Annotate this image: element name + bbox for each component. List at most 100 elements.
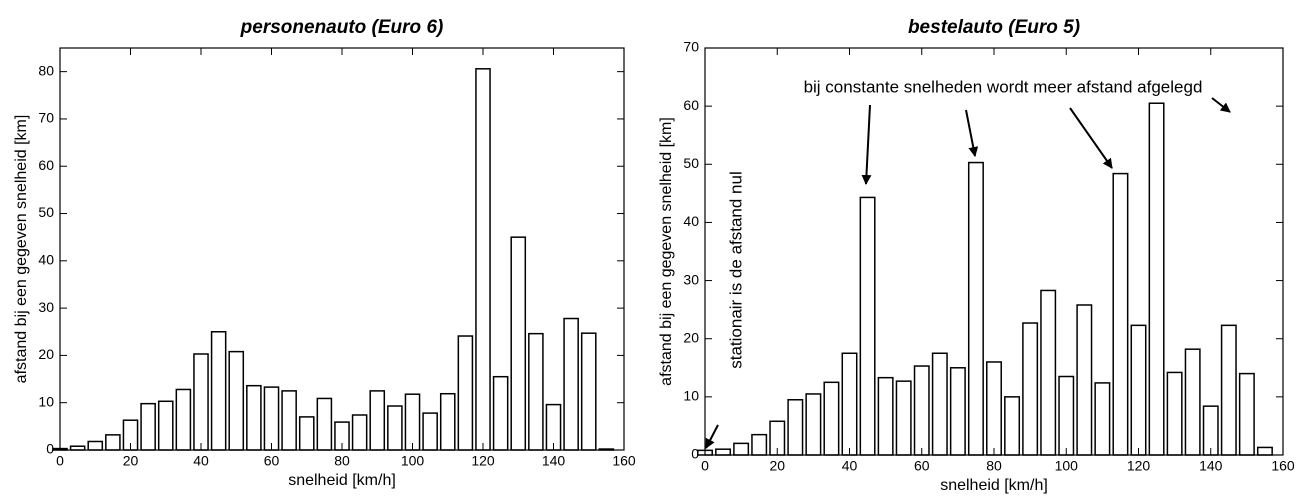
y-tick-label: 10 <box>683 388 699 404</box>
bar <box>439 392 456 451</box>
x-tick-label: 140 <box>1199 458 1223 474</box>
bar <box>733 442 750 456</box>
bar <box>931 352 948 456</box>
bar <box>246 384 262 451</box>
bar <box>1094 382 1111 456</box>
bar <box>877 376 894 456</box>
bar <box>492 375 509 451</box>
arrow <box>705 424 719 449</box>
bar <box>87 440 104 451</box>
bar <box>967 161 984 456</box>
x-tick-label: 120 <box>1127 458 1151 474</box>
bar <box>1238 372 1255 456</box>
bar <box>1220 324 1237 456</box>
bar <box>510 236 527 451</box>
x-tick-label: 140 <box>542 453 566 469</box>
arrow <box>1069 107 1113 169</box>
y-axis-label: afstand bij een gegeven snelheid [km] <box>658 117 675 386</box>
x-tick-label: 160 <box>1271 458 1295 474</box>
x-tick-label: 60 <box>914 458 930 474</box>
bar <box>1202 405 1219 456</box>
y-tick-label: 50 <box>38 204 54 220</box>
annotation: bij constante snelheden wordt meer afsta… <box>804 77 1203 96</box>
y-tick-label: 70 <box>683 39 699 55</box>
x-tick-label: 60 <box>264 453 280 469</box>
x-tick-label: 20 <box>123 453 139 469</box>
bar <box>1166 371 1183 456</box>
arrow <box>965 109 979 157</box>
y-tick-label: 0 <box>691 446 699 462</box>
bar <box>580 332 597 451</box>
bar <box>787 399 804 456</box>
x-tick-label: 40 <box>842 458 858 474</box>
bar <box>751 433 768 456</box>
x-tick-label: 0 <box>56 453 64 469</box>
bar <box>316 397 333 451</box>
y-tick-label: 20 <box>38 346 54 362</box>
bar <box>1004 396 1021 456</box>
y-tick-label: 80 <box>38 62 54 78</box>
bar <box>387 405 403 451</box>
bar <box>859 196 876 456</box>
x-tick-label: 120 <box>471 453 495 469</box>
bar <box>1148 102 1165 456</box>
x-tick-label: 80 <box>334 453 350 469</box>
x-tick-label: 0 <box>701 458 709 474</box>
arrow <box>1211 97 1231 113</box>
bar <box>281 390 297 451</box>
x-tick-label: 160 <box>612 453 636 469</box>
x-axis-label: snelheid [km/h] <box>288 472 396 489</box>
y-tick-label: 40 <box>683 213 699 229</box>
annotation: stationair is de afstand nul <box>726 171 745 369</box>
y-tick-label: 60 <box>683 97 699 113</box>
bar <box>1058 375 1075 456</box>
y-axis-label: afstand bij een gegeven snelheid [km] <box>13 115 30 384</box>
bar <box>841 352 858 456</box>
bar <box>895 380 912 456</box>
bar <box>210 331 227 451</box>
y-tick-label: 50 <box>683 155 699 171</box>
bar <box>1256 446 1273 456</box>
y-tick-label: 10 <box>38 393 54 409</box>
y-tick-label: 30 <box>683 271 699 287</box>
bar <box>1130 324 1147 456</box>
bar <box>805 393 822 456</box>
bar <box>457 335 474 451</box>
arrow <box>861 104 872 185</box>
bar <box>157 400 174 451</box>
bar <box>105 434 121 451</box>
x-tick-label: 40 <box>193 453 209 469</box>
x-axis-label: snelheid [km/h] <box>940 477 1048 494</box>
bar <box>1184 348 1201 456</box>
y-tick-label: 40 <box>38 252 54 268</box>
chart-title: bestelauto (Euro 5) <box>908 17 1080 38</box>
x-tick-label: 100 <box>401 453 425 469</box>
bar <box>1040 289 1057 456</box>
x-tick-label: 100 <box>1055 458 1079 474</box>
bar <box>528 332 544 451</box>
bar <box>986 361 1002 456</box>
bar <box>298 416 315 451</box>
bar <box>1022 322 1039 456</box>
bar <box>715 448 732 456</box>
bar <box>1112 172 1129 456</box>
bar <box>949 367 966 456</box>
bar <box>175 388 192 451</box>
bar <box>140 402 156 451</box>
chart-title: personenauto (Euro 6) <box>240 17 444 38</box>
bar <box>404 393 421 451</box>
bar <box>422 412 438 451</box>
y-tick-label: 20 <box>683 329 699 345</box>
y-tick-label: 0 <box>46 441 54 457</box>
y-tick-label: 60 <box>38 157 54 173</box>
bar <box>369 390 386 451</box>
bar <box>193 353 209 451</box>
bar <box>475 68 491 451</box>
bar <box>913 365 930 456</box>
x-tick-label: 20 <box>769 458 785 474</box>
bar <box>823 381 840 456</box>
bar <box>351 414 368 451</box>
bar <box>563 317 579 451</box>
bar <box>228 350 245 451</box>
